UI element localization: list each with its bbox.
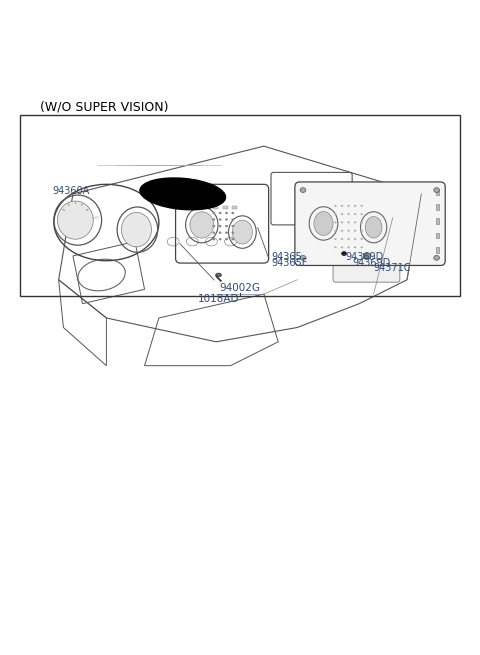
- Ellipse shape: [231, 225, 234, 227]
- Text: 94371C: 94371C: [373, 263, 411, 272]
- Ellipse shape: [360, 213, 363, 215]
- Bar: [232, 206, 237, 209]
- Ellipse shape: [219, 218, 222, 221]
- Ellipse shape: [219, 212, 222, 214]
- Ellipse shape: [354, 205, 356, 207]
- Ellipse shape: [334, 213, 336, 215]
- Ellipse shape: [365, 217, 382, 238]
- Bar: [436, 233, 440, 238]
- Ellipse shape: [360, 221, 363, 223]
- Ellipse shape: [212, 225, 215, 227]
- Ellipse shape: [348, 213, 350, 215]
- Text: 94365: 94365: [271, 252, 302, 261]
- Ellipse shape: [348, 238, 350, 240]
- FancyBboxPatch shape: [271, 172, 352, 225]
- Ellipse shape: [360, 205, 363, 207]
- Text: (W/O SUPER VISION): (W/O SUPER VISION): [39, 101, 168, 114]
- Ellipse shape: [341, 246, 343, 248]
- Ellipse shape: [219, 231, 222, 234]
- Ellipse shape: [140, 178, 226, 210]
- Ellipse shape: [354, 238, 356, 240]
- Ellipse shape: [354, 230, 356, 232]
- Text: 94369D: 94369D: [352, 258, 390, 268]
- Ellipse shape: [348, 246, 350, 248]
- Ellipse shape: [334, 246, 336, 248]
- Ellipse shape: [341, 213, 343, 215]
- Ellipse shape: [334, 238, 336, 240]
- Ellipse shape: [231, 218, 234, 221]
- Ellipse shape: [231, 238, 234, 240]
- FancyBboxPatch shape: [295, 182, 445, 265]
- Bar: [213, 206, 218, 209]
- Ellipse shape: [212, 231, 215, 234]
- Ellipse shape: [216, 273, 221, 277]
- Ellipse shape: [225, 231, 228, 234]
- Ellipse shape: [334, 205, 336, 207]
- Ellipse shape: [348, 221, 350, 223]
- Ellipse shape: [354, 221, 356, 223]
- Bar: [436, 247, 440, 253]
- Ellipse shape: [348, 230, 350, 232]
- Ellipse shape: [212, 212, 215, 214]
- Ellipse shape: [231, 212, 234, 214]
- Bar: [363, 253, 370, 258]
- Bar: [436, 204, 440, 210]
- Bar: [436, 189, 440, 195]
- Bar: [436, 218, 440, 224]
- Ellipse shape: [360, 246, 363, 248]
- Ellipse shape: [225, 218, 228, 221]
- Text: 94002G: 94002G: [219, 283, 261, 293]
- Ellipse shape: [341, 205, 343, 207]
- Ellipse shape: [434, 255, 440, 260]
- Text: 94369D: 94369D: [345, 252, 383, 261]
- Ellipse shape: [300, 188, 306, 193]
- Ellipse shape: [225, 238, 228, 240]
- Ellipse shape: [219, 238, 222, 240]
- Ellipse shape: [341, 251, 347, 256]
- Ellipse shape: [219, 225, 222, 227]
- Text: 94365F: 94365F: [271, 258, 307, 268]
- Ellipse shape: [212, 218, 215, 221]
- Bar: [223, 206, 228, 209]
- Ellipse shape: [341, 238, 343, 240]
- FancyBboxPatch shape: [333, 220, 400, 282]
- Ellipse shape: [354, 246, 356, 248]
- Ellipse shape: [341, 230, 343, 232]
- Ellipse shape: [121, 212, 152, 247]
- Ellipse shape: [232, 220, 252, 244]
- Ellipse shape: [360, 238, 363, 240]
- Ellipse shape: [434, 188, 440, 193]
- Ellipse shape: [348, 205, 350, 207]
- Text: 94360A: 94360A: [52, 186, 89, 196]
- Ellipse shape: [225, 225, 228, 227]
- Ellipse shape: [354, 213, 356, 215]
- Ellipse shape: [231, 231, 234, 234]
- Ellipse shape: [212, 238, 215, 240]
- Ellipse shape: [341, 221, 343, 223]
- Ellipse shape: [190, 212, 214, 238]
- Ellipse shape: [334, 221, 336, 223]
- Bar: [21, 115, 459, 297]
- Ellipse shape: [360, 230, 363, 232]
- Ellipse shape: [58, 201, 93, 239]
- Ellipse shape: [225, 212, 228, 214]
- Text: 1018AD: 1018AD: [198, 294, 239, 304]
- Ellipse shape: [334, 230, 336, 232]
- Ellipse shape: [300, 255, 306, 260]
- Ellipse shape: [314, 212, 333, 235]
